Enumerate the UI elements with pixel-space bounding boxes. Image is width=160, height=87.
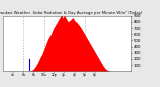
Title: Milwaukee Weather  Solar Radiation & Day Average per Minute W/m² (Today): Milwaukee Weather Solar Radiation & Day … xyxy=(0,11,142,15)
